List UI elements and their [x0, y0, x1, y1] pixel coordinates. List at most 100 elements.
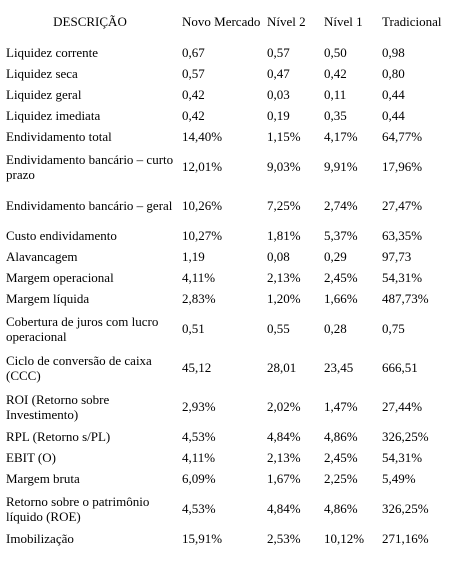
table-row: Imobilização 15,91% 2,53% 10,12% 271,16% — [2, 528, 457, 549]
cell-nivel-1: 2,25% — [324, 470, 358, 486]
cell-tradicional: 63,35% — [382, 227, 423, 243]
cell-nivel-2: 1,15% — [267, 128, 301, 144]
cell-novo-mercado: 4,53% — [182, 500, 216, 516]
cell-tradicional: 0,98 — [382, 44, 405, 60]
cell-tradicional: 326,25% — [382, 500, 429, 516]
row-label: Margem operacional — [6, 269, 114, 285]
table-row: Liquidez geral 0,42 0,03 0,11 0,44 — [2, 84, 457, 105]
cell-nivel-2: 0,08 — [267, 248, 290, 264]
cell-tradicional: 666,51 — [382, 359, 418, 375]
cell-nivel-2: 0,47 — [267, 65, 290, 81]
cell-tradicional: 0,44 — [382, 86, 405, 102]
cell-nivel-2: 7,25% — [267, 197, 301, 213]
cell-nivel-2: 2,13% — [267, 449, 301, 465]
table-row: Alavancagem 1,19 0,08 0,29 97,73 — [2, 246, 457, 267]
cell-nivel-2: 28,01 — [267, 359, 297, 375]
cell-novo-mercado: 10,27% — [182, 227, 223, 243]
cell-novo-mercado: 0,67 — [182, 44, 205, 60]
cell-nivel-1: 5,37% — [324, 227, 358, 243]
cell-tradicional: 54,31% — [382, 269, 423, 285]
cell-nivel-2: 0,57 — [267, 44, 290, 60]
cell-nivel-1: 1,66% — [324, 290, 358, 306]
cell-nivel-2: 9,03% — [267, 158, 301, 174]
row-label: RPL (Retorno s/PL) — [6, 428, 111, 444]
cell-novo-mercado: 6,09% — [182, 470, 216, 486]
cell-novo-mercado: 45,12 — [182, 359, 212, 375]
cell-novo-mercado: 2,83% — [182, 290, 216, 306]
cell-nivel-2: 1,67% — [267, 470, 301, 486]
cell-novo-mercado: 0,42 — [182, 86, 205, 102]
row-label: Endividamento total — [6, 128, 112, 144]
indicators-table: DESCRIÇÃO Novo Mercado Nível 2 Nível 1 T… — [2, 2, 457, 549]
cell-nivel-2: 2,13% — [267, 269, 301, 285]
cell-nivel-1: 9,91% — [324, 158, 358, 174]
cell-novo-mercado: 2,93% — [182, 398, 216, 414]
table-row: Cobertura de juros com lucro operacional… — [2, 309, 457, 348]
column-header-tradicional: Tradicional — [382, 14, 442, 30]
row-label: EBIT (O) — [6, 449, 56, 465]
row-label: Custo endividamento — [6, 227, 117, 243]
cell-nivel-1: 23,45 — [324, 359, 354, 375]
table-row: RPL (Retorno s/PL) 4,53% 4,84% 4,86% 326… — [2, 426, 457, 447]
row-label: Liquidez corrente — [6, 44, 99, 60]
row-label: Endividamento bancário – curto prazo — [6, 151, 174, 182]
cell-novo-mercado: 1,19 — [182, 248, 205, 264]
cell-novo-mercado: 10,26% — [182, 197, 223, 213]
row-label: Imobilização — [6, 530, 74, 546]
row-label: Liquidez seca — [6, 65, 78, 81]
cell-nivel-2: 2,53% — [267, 530, 301, 546]
table-header-row: DESCRIÇÃO Novo Mercado Nível 2 Nível 1 T… — [2, 2, 457, 42]
table-row: Endividamento bancário – geral 10,26% 7,… — [2, 186, 457, 225]
table-row: Liquidez imediata 0,42 0,19 0,35 0,44 — [2, 105, 457, 126]
cell-novo-mercado: 4,53% — [182, 428, 216, 444]
cell-nivel-2: 4,84% — [267, 500, 301, 516]
row-label: Cobertura de juros com lucro operacional — [6, 313, 159, 344]
cell-tradicional: 27,47% — [382, 197, 423, 213]
cell-novo-mercado: 4,11% — [182, 449, 216, 465]
row-label: Alavancagem — [6, 248, 78, 264]
cell-nivel-1: 0,28 — [324, 320, 347, 336]
cell-nivel-1: 4,17% — [324, 128, 358, 144]
cell-nivel-2: 2,02% — [267, 398, 301, 414]
row-label: Margem líquida — [6, 290, 90, 306]
cell-novo-mercado: 0,51 — [182, 320, 205, 336]
row-label: Margem bruta — [6, 470, 80, 486]
cell-nivel-1: 2,74% — [324, 197, 358, 213]
table-row: Retorno sobre o patrimônio líquido (ROE)… — [2, 489, 457, 528]
cell-tradicional: 5,49% — [382, 470, 416, 486]
cell-tradicional: 487,73% — [382, 290, 429, 306]
column-header-novo-mercado: Novo Mercado — [182, 14, 261, 30]
column-header-nivel-2: Nível 2 — [267, 14, 306, 30]
table-row: Ciclo de conversão de caixa (CCC) 45,12 … — [2, 348, 457, 387]
cell-nivel-1: 2,45% — [324, 449, 358, 465]
cell-nivel-2: 1,20% — [267, 290, 301, 306]
cell-novo-mercado: 0,57 — [182, 65, 205, 81]
cell-tradicional: 326,25% — [382, 428, 429, 444]
row-label: Retorno sobre o patrimônio líquido (ROE) — [6, 493, 150, 524]
cell-nivel-1: 4,86% — [324, 500, 358, 516]
cell-nivel-2: 0,19 — [267, 107, 290, 123]
cell-tradicional: 0,80 — [382, 65, 405, 81]
row-label: Liquidez geral — [6, 86, 82, 102]
cell-novo-mercado: 4,11% — [182, 269, 216, 285]
cell-tradicional: 0,75 — [382, 320, 405, 336]
cell-nivel-1: 0,42 — [324, 65, 347, 81]
cell-nivel-1: 0,29 — [324, 248, 347, 264]
row-label: ROI (Retorno sobre Investimento) — [6, 391, 110, 422]
cell-nivel-1: 10,12% — [324, 530, 365, 546]
cell-nivel-2: 0,55 — [267, 320, 290, 336]
cell-tradicional: 0,44 — [382, 107, 405, 123]
cell-tradicional: 97,73 — [382, 248, 412, 264]
table-row: Endividamento bancário – curto prazo 12,… — [2, 147, 457, 186]
cell-nivel-2: 4,84% — [267, 428, 301, 444]
cell-nivel-1: 1,47% — [324, 398, 358, 414]
table-row: Liquidez seca 0,57 0,47 0,42 0,80 — [2, 63, 457, 84]
table-row: EBIT (O) 4,11% 2,13% 2,45% 54,31% — [2, 447, 457, 468]
cell-nivel-1: 2,45% — [324, 269, 358, 285]
cell-novo-mercado: 0,42 — [182, 107, 205, 123]
cell-tradicional: 17,96% — [382, 158, 423, 174]
column-header-descricao: DESCRIÇÃO — [53, 14, 127, 30]
row-label: Endividamento bancário – geral — [6, 198, 173, 214]
cell-nivel-2: 1,81% — [267, 227, 301, 243]
cell-novo-mercado: 14,40% — [182, 128, 223, 144]
